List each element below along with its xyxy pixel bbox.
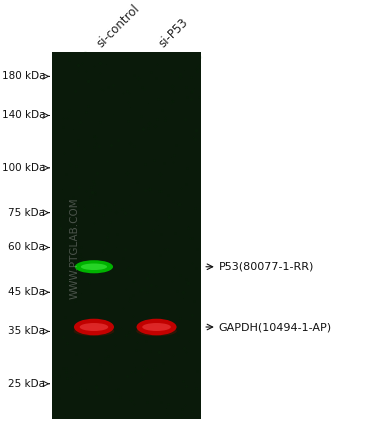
Text: 180 kDa: 180 kDa (2, 72, 45, 82)
Text: si-P53: si-P53 (156, 16, 191, 50)
Ellipse shape (142, 323, 171, 331)
Ellipse shape (74, 326, 114, 336)
Ellipse shape (80, 323, 108, 331)
Text: 100 kDa: 100 kDa (2, 163, 45, 173)
Ellipse shape (137, 319, 176, 335)
Text: WWW.PTGLAB.COM: WWW.PTGLAB.COM (70, 198, 80, 300)
Ellipse shape (136, 326, 177, 336)
Text: 35 kDa: 35 kDa (8, 327, 45, 337)
Text: si-control: si-control (94, 2, 142, 50)
Ellipse shape (75, 260, 113, 273)
Text: 75 kDa: 75 kDa (8, 208, 45, 218)
Ellipse shape (74, 319, 114, 335)
Ellipse shape (81, 263, 107, 270)
Text: P53(80077-1-RR): P53(80077-1-RR) (219, 262, 314, 272)
Text: GAPDH(10494-1-AP): GAPDH(10494-1-AP) (219, 322, 332, 332)
Text: 140 kDa: 140 kDa (2, 110, 45, 120)
Text: 60 kDa: 60 kDa (9, 242, 45, 252)
FancyBboxPatch shape (52, 52, 201, 419)
Text: 25 kDa: 25 kDa (8, 379, 45, 389)
Text: 45 kDa: 45 kDa (8, 287, 45, 297)
